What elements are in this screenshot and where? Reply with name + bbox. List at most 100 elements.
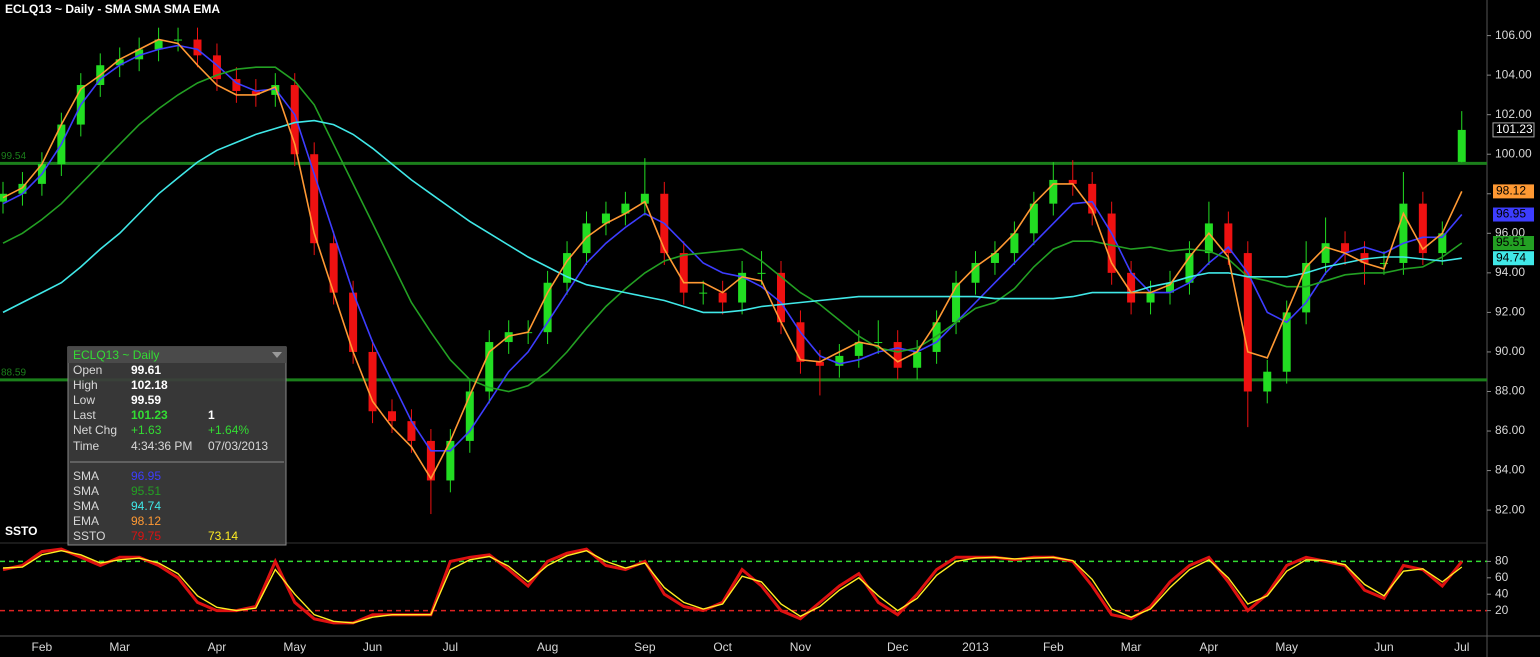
candle-body: [349, 292, 358, 352]
x-tick-label: Apr: [208, 640, 227, 654]
price-tag: [1493, 184, 1534, 199]
panel-label: Time: [73, 439, 100, 453]
candle-body: [1379, 262, 1388, 264]
candle-body: [640, 193, 649, 204]
price-tag: [1492, 122, 1535, 138]
candle-body: [193, 39, 202, 56]
y-tick-label: 60: [1495, 570, 1509, 584]
candle-body: [1185, 253, 1194, 283]
level-label: 88.59: [1, 367, 26, 378]
x-tick-label: Nov: [790, 640, 811, 654]
panel-label: EMA: [73, 514, 99, 528]
candle-body: [1243, 253, 1252, 392]
candle-body: [426, 440, 435, 481]
candle-body: [115, 59, 124, 66]
candle-body: [796, 322, 805, 362]
candle-body: [1263, 371, 1272, 392]
panel-value: 95.51: [131, 484, 161, 498]
info-panel: ECLQ13 ~ Daily Open High Low Last Net Ch…: [67, 346, 287, 546]
x-tick-label: 2013: [962, 640, 989, 654]
candle-body: [699, 292, 708, 294]
candle-body: [563, 253, 572, 283]
price-tag: [1493, 235, 1534, 250]
candle-body: [777, 272, 785, 323]
panel-value: 4:34:36 PM: [131, 439, 192, 453]
candle-body: [1049, 179, 1058, 204]
candle-body: [135, 49, 144, 60]
price-tag-label: 94.74: [1496, 250, 1526, 264]
y-tick-label: 96.00: [1495, 225, 1525, 239]
x-tick-label: Dec: [887, 640, 908, 654]
candle-body: [212, 55, 221, 80]
candle-body: [854, 342, 863, 356]
x-tick-label: Jun: [1374, 640, 1393, 654]
panel-label: Net Chg: [73, 423, 117, 437]
candle-body: [757, 272, 766, 274]
panel-label: SMA: [73, 469, 99, 483]
candle-body: [1166, 282, 1174, 293]
candle-body: [1282, 312, 1291, 372]
candle-body: [1010, 233, 1019, 254]
x-tick-label: Oct: [713, 640, 732, 654]
series-line: [2, 66, 1463, 393]
panel-collapse-icon[interactable]: [272, 352, 282, 358]
price-tag-label: 96.95: [1496, 207, 1526, 221]
y-tick-label: 84.00: [1495, 463, 1525, 477]
candle-body: [835, 355, 844, 366]
panel-title: SSTO: [5, 524, 37, 538]
series-line: [2, 549, 1463, 624]
candle-body: [952, 282, 961, 323]
candle-body: [18, 183, 27, 194]
y-tick-label: 90.00: [1495, 344, 1525, 358]
candle-body: [388, 411, 396, 422]
panel-value: +1.63: [131, 423, 162, 437]
candle-body: [874, 342, 883, 344]
panel-label: SMA: [73, 484, 99, 498]
chart-title: ECLQ13 ~ Daily - SMA SMA SMA EMA: [5, 2, 220, 16]
panel-value: 99.59: [131, 393, 161, 407]
x-tick-label: Apr: [1200, 640, 1219, 654]
candle-body: [1029, 203, 1038, 234]
panel-label: High: [73, 378, 98, 392]
candle-body: [310, 154, 319, 244]
panel-value: 73.14: [208, 529, 238, 543]
price-tag-label: 98.12: [1496, 184, 1526, 198]
candle-body: [1418, 203, 1427, 254]
candle-body: [893, 342, 902, 368]
y-tick-label: 92.00: [1495, 305, 1525, 319]
panel-value: +1.64%: [208, 423, 249, 437]
candle-body: [465, 391, 474, 441]
x-tick-label: Mar: [1121, 640, 1142, 654]
candle-body: [738, 272, 747, 303]
series-line: [2, 38, 1463, 481]
y-tick-label: 80: [1495, 554, 1509, 568]
price-tag: [1493, 251, 1534, 266]
candle-body: [368, 351, 377, 412]
candle-body: [932, 322, 941, 352]
candle-body: [621, 203, 630, 214]
panel-value: 79.75: [131, 529, 161, 543]
candle-body: [290, 85, 299, 155]
panel-label: Last: [73, 408, 96, 422]
candle-body: [1438, 233, 1447, 254]
panel-value: 94.74: [131, 499, 161, 513]
y-tick-label: 102.00: [1495, 107, 1532, 121]
panel-value: 96.95: [131, 469, 161, 483]
candle-body: [446, 440, 455, 481]
candle-body: [174, 39, 183, 41]
candle-body: [815, 361, 824, 366]
candle-body: [1224, 223, 1233, 254]
panel-label: SSTO: [73, 529, 105, 543]
candle-body: [1204, 223, 1213, 254]
panel-series: SMA 96.95 SMA 95.51 SMA 94.74 EMA 98.12: [73, 469, 161, 528]
x-tick-label: Aug: [537, 640, 558, 654]
candle-body: [543, 282, 552, 333]
series-line: [2, 119, 1462, 314]
x-tick-label: Sep: [634, 640, 656, 654]
x-tick-label: Jun: [363, 640, 382, 654]
candle-body: [1107, 213, 1116, 273]
candle-body: [601, 213, 610, 224]
price-tag-label: 101.23: [1496, 122, 1533, 136]
panel-value: 102.18: [131, 378, 168, 392]
candle-body: [971, 262, 980, 283]
